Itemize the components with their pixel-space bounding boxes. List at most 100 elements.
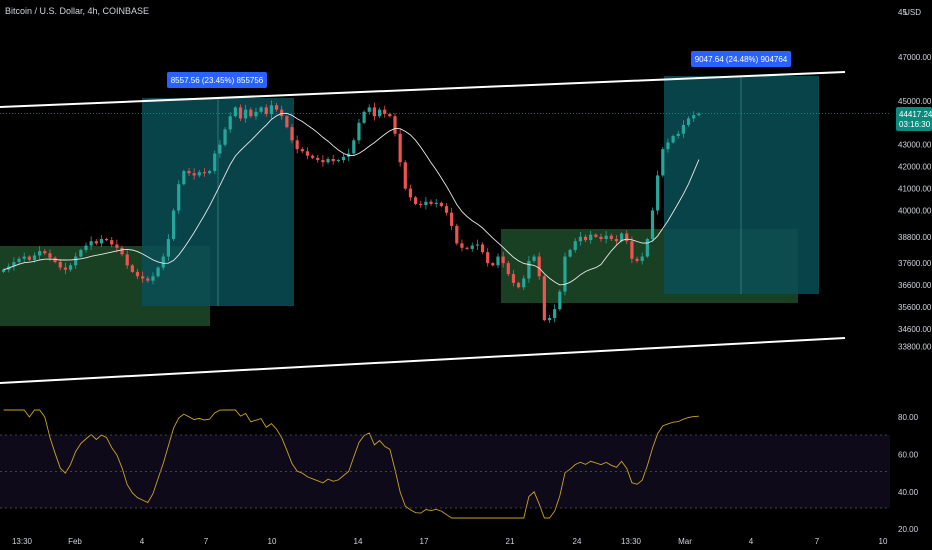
candle-body bbox=[424, 201, 428, 206]
candle-body bbox=[32, 255, 37, 260]
channel-upper-line[interactable] bbox=[0, 71, 846, 108]
candle-body bbox=[553, 309, 557, 318]
rsi-tick-label: 80.00 bbox=[898, 413, 919, 422]
countdown-value: 03:16:30 bbox=[899, 120, 931, 129]
candle-body bbox=[280, 109, 284, 117]
channel-lower-line[interactable] bbox=[0, 337, 846, 384]
time-tick-label: 21 bbox=[506, 537, 515, 546]
candle-body bbox=[22, 256, 26, 259]
candle-body bbox=[511, 274, 516, 283]
candle-body bbox=[17, 258, 21, 263]
candle-body bbox=[414, 197, 418, 204]
time-tick-label: 10 bbox=[268, 537, 277, 546]
candle-body bbox=[151, 276, 155, 281]
price-tick-label: 47000.00 bbox=[898, 53, 932, 62]
candle-body bbox=[249, 109, 253, 117]
candle-body bbox=[233, 107, 237, 117]
candle-body bbox=[84, 245, 88, 250]
moving-average-line bbox=[3, 112, 700, 286]
price-axis[interactable]: 47000.00 45000.00 43000.00 42000.00 41000.00… bbox=[898, 53, 932, 351]
candle-body bbox=[141, 276, 145, 279]
candle-body bbox=[120, 247, 124, 255]
symbol-title: Bitcoin / U.S. Dollar, 4h, COINBASE bbox=[5, 6, 149, 16]
candle-body bbox=[650, 210, 655, 240]
rsi-tick-label: 60.00 bbox=[898, 450, 919, 459]
candle-body bbox=[300, 149, 304, 152]
candle-body bbox=[460, 243, 464, 248]
candle-body bbox=[130, 265, 134, 272]
candle-body bbox=[686, 118, 691, 125]
candle-body bbox=[661, 149, 665, 176]
candle-body bbox=[450, 212, 454, 226]
candle-body bbox=[486, 252, 490, 264]
candle-body bbox=[228, 116, 232, 130]
candle-body bbox=[305, 151, 310, 156]
candle-body bbox=[177, 184, 181, 211]
candle-body bbox=[645, 239, 649, 257]
zone-layer bbox=[0, 76, 819, 326]
candle-body bbox=[470, 245, 474, 249]
candle-body bbox=[58, 262, 62, 268]
candle-body bbox=[357, 122, 361, 141]
candle-body bbox=[532, 256, 536, 261]
measure-badge bbox=[691, 51, 791, 67]
rsi-axis[interactable]: 80.00 60.00 40.00 20.00 bbox=[0, 413, 919, 534]
candle-body bbox=[635, 258, 639, 261]
candle-body bbox=[625, 233, 629, 242]
price-tick-label: 34600.00 bbox=[898, 325, 932, 334]
last-price-tag bbox=[896, 107, 932, 131]
candle-body bbox=[68, 265, 73, 270]
candle-body bbox=[74, 256, 78, 266]
candle-body bbox=[527, 260, 531, 279]
candle-body bbox=[110, 240, 114, 245]
candle-body bbox=[336, 160, 340, 162]
candle-body bbox=[393, 116, 397, 134]
candle-body bbox=[537, 256, 541, 277]
candle-body bbox=[105, 239, 109, 241]
candle-body bbox=[604, 235, 608, 240]
candle-body bbox=[115, 244, 119, 248]
candle-body bbox=[89, 241, 93, 246]
time-tick-label: 13:30 bbox=[12, 537, 33, 546]
candle-body bbox=[156, 267, 160, 277]
price-tick-label: 41000.00 bbox=[898, 185, 932, 194]
candle-body bbox=[352, 140, 356, 154]
time-tick-label: 10 bbox=[879, 537, 888, 546]
candle-body bbox=[208, 171, 212, 174]
candle-body bbox=[491, 263, 495, 266]
candle-body bbox=[316, 157, 320, 161]
price-tick-label: 33800.00 bbox=[898, 342, 932, 351]
candle-body bbox=[135, 271, 140, 277]
price-tick-label: 42000.00 bbox=[898, 163, 932, 172]
price-tick-label: 35600.00 bbox=[898, 303, 932, 312]
candle-body bbox=[547, 317, 552, 321]
candle-body bbox=[146, 278, 150, 281]
candle-body bbox=[614, 239, 619, 242]
candle-body bbox=[475, 244, 479, 246]
candle-body bbox=[326, 158, 330, 163]
measure-badge bbox=[167, 72, 267, 88]
candle-body bbox=[697, 113, 701, 116]
time-tick-label: 13:30 bbox=[621, 537, 642, 546]
candle-body bbox=[295, 140, 299, 150]
candle-body bbox=[202, 172, 207, 174]
candle-body bbox=[290, 127, 294, 141]
currency-label: USD bbox=[904, 8, 921, 17]
measure-box-right[interactable] bbox=[664, 76, 819, 294]
price-tick-label: 45000.00 bbox=[898, 97, 932, 106]
candle-body bbox=[640, 256, 644, 261]
candle-body bbox=[666, 142, 670, 150]
time-axis[interactable]: 13:30 Feb 4 7 10 14 17 21 24 13:30 Mar 4 7 10 bbox=[12, 537, 888, 546]
candle-body bbox=[583, 236, 588, 241]
time-tick-label: 7 bbox=[204, 537, 209, 546]
candle-body bbox=[259, 107, 263, 112]
time-tick-label: Feb bbox=[68, 537, 82, 546]
candle-body bbox=[599, 236, 603, 240]
candle-body bbox=[2, 269, 6, 272]
candle-body bbox=[244, 109, 248, 119]
candle-body bbox=[558, 291, 562, 310]
channel-layer[interactable] bbox=[0, 71, 846, 384]
candle-body bbox=[94, 241, 98, 244]
candle-body bbox=[285, 116, 289, 128]
